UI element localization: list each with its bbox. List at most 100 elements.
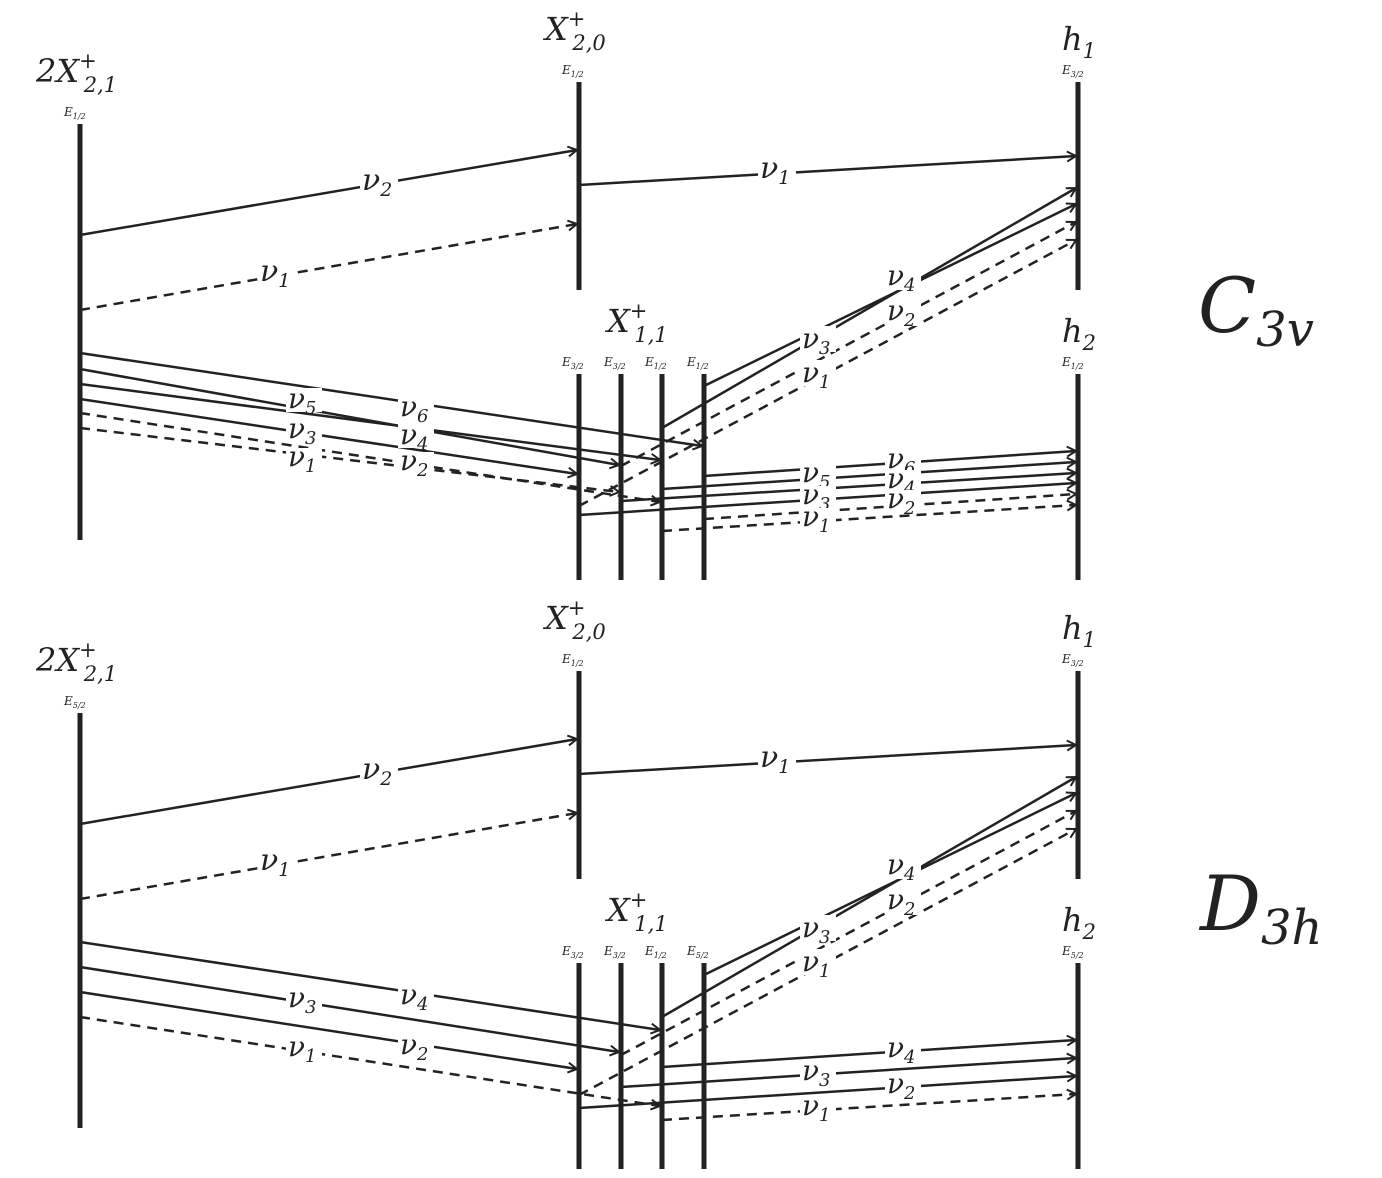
transition-label: ν4: [885, 848, 921, 885]
transition-label: ν1: [800, 356, 836, 393]
transition-line: [661, 186, 1078, 430]
irrep-label-h2: E5/2: [1061, 944, 1084, 960]
svg-text:ν1: ν1: [288, 440, 316, 477]
transition-label: ν4: [398, 418, 434, 455]
transition-line: [703, 488, 1079, 521]
irrep-label-x11-d: E5/2: [686, 944, 709, 960]
svg-text:ν1: ν1: [802, 1089, 830, 1126]
transition-label: ν1: [286, 440, 322, 477]
svg-text:ν4: ν4: [887, 1031, 915, 1068]
transition-line: [79, 940, 663, 1035]
transition-line: [79, 1015, 663, 1111]
group-label-d3h: D3h: [1198, 859, 1322, 956]
group-label-c3v: C3v: [1198, 261, 1314, 358]
transition-label: ν2: [398, 1028, 434, 1065]
svg-text:ν3: ν3: [288, 981, 316, 1018]
state-label-2x21: 2X+ 2,1: [35, 49, 117, 97]
transition-label: ν1: [258, 254, 296, 292]
svg-text:ν3: ν3: [802, 478, 830, 515]
panel-d3h: 2X+ 2,1 E5/2 X+ 2,0 E1/2 h1 E3/2 X+ 1,1 E3/…: [35, 596, 1322, 1169]
transition-label: ν3: [800, 911, 836, 948]
transition-label: ν2: [885, 294, 921, 331]
panel-c3v: 2X+ 2,1 E1/2 X+ 2,0 E1/2 h1 E3/2 X+ 1,1 E3/…: [35, 7, 1314, 580]
transition-label: ν2: [360, 163, 398, 201]
svg-text:ν1: ν1: [802, 945, 830, 982]
svg-text:ν5: ν5: [802, 456, 830, 493]
transition-line: [578, 739, 1079, 776]
transition-label: ν1: [258, 843, 296, 881]
transition-line: [578, 1070, 1079, 1110]
transition-label: ν1: [758, 151, 796, 189]
svg-text:ν3: ν3: [802, 911, 830, 948]
transition-line: [661, 1088, 1079, 1122]
svg-text:ν3: ν3: [802, 1054, 830, 1091]
svg-text:ν4: ν4: [887, 848, 915, 885]
transition-line: [79, 397, 580, 479]
transition-line: [79, 734, 580, 826]
transition-label: ν5: [286, 382, 322, 419]
irrep-label-x11-a: E3/2: [561, 355, 584, 371]
transition-label: ν3: [286, 981, 322, 1018]
transition-label: ν3: [800, 478, 836, 515]
transition-label: ν6: [398, 390, 434, 427]
transition-label: ν1: [758, 740, 796, 778]
svg-text:ν1: ν1: [802, 356, 830, 393]
transition-label: ν4: [885, 1031, 921, 1068]
transition-line: [79, 145, 580, 237]
irrep-label-2x21: E5/2: [63, 694, 86, 710]
irrep-label-2x21: E1/2: [63, 105, 86, 121]
transition-line: [79, 426, 622, 497]
svg-text:ν2: ν2: [887, 294, 915, 331]
svg-text:ν4: ν4: [400, 978, 428, 1015]
transition-label: ν3: [800, 1054, 836, 1091]
transition-line: [703, 202, 1078, 388]
transition-label: ν4: [398, 978, 434, 1015]
svg-text:ν3: ν3: [288, 412, 316, 449]
transition-line: [79, 808, 580, 901]
transition-line: [620, 467, 1079, 503]
svg-text:ν6: ν6: [400, 390, 428, 427]
irrep-label-h2: E1/2: [1061, 355, 1084, 371]
state-label-x11: X+ 1,1: [604, 299, 668, 347]
transition-label: ν4: [885, 462, 921, 499]
transition-line: [79, 411, 663, 507]
transition-line: [620, 1052, 1079, 1089]
transition-line: [79, 219, 580, 312]
svg-text:ν6: ν6: [887, 442, 915, 479]
svg-text:ν2: ν2: [362, 163, 392, 201]
svg-text:ν2: ν2: [887, 1067, 915, 1104]
irrep-label-x11-b: E3/2: [603, 944, 626, 960]
svg-text:ν2: ν2: [400, 444, 428, 481]
irrep-label-x11-c: E1/2: [644, 944, 667, 960]
state-label-2x21: 2X+ 2,1: [35, 638, 117, 686]
transition-label: ν3: [800, 322, 836, 359]
irrep-label-x11-d: E1/2: [686, 355, 709, 371]
irrep-label-h1: E3/2: [1061, 63, 1084, 79]
irrep-label-x20: E1/2: [561, 652, 584, 668]
transition-label: ν3: [286, 412, 322, 449]
svg-text:ν2: ν2: [362, 752, 392, 790]
transition-label: ν2: [885, 1067, 921, 1104]
state-label-h1: h1: [1062, 20, 1096, 63]
svg-text:ν3: ν3: [802, 322, 830, 359]
transition-line: [79, 382, 663, 465]
irrep-label-x11-b: E3/2: [603, 355, 626, 371]
transition-label: ν1: [800, 1089, 836, 1126]
state-label-h2: h2: [1062, 901, 1096, 944]
svg-text:ν2: ν2: [887, 482, 915, 519]
svg-text:ν4: ν4: [400, 418, 428, 455]
svg-text:ν1: ν1: [760, 740, 790, 778]
transition-line: [661, 499, 1079, 533]
transition-label: ν6: [885, 442, 921, 479]
state-label-x20: X+ 2,0: [542, 596, 606, 644]
transition-label: ν1: [800, 945, 836, 982]
svg-text:ν1: ν1: [288, 1030, 316, 1067]
transition-label: ν1: [800, 500, 836, 537]
svg-text:ν5: ν5: [288, 382, 316, 419]
transition-line: [661, 1034, 1079, 1069]
svg-text:ν2: ν2: [887, 883, 915, 920]
irrep-label-x11-a: E3/2: [561, 944, 584, 960]
svg-text:ν1: ν1: [260, 254, 290, 292]
transition-label: ν2: [885, 482, 921, 519]
